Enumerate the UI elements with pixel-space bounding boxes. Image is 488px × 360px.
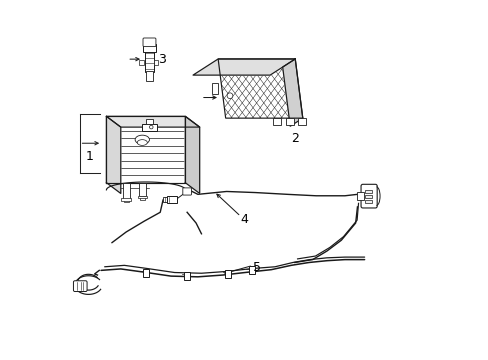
- Polygon shape: [106, 116, 199, 127]
- Text: 5: 5: [252, 261, 261, 274]
- Polygon shape: [185, 116, 199, 193]
- Text: 1: 1: [85, 150, 93, 163]
- Polygon shape: [106, 116, 185, 183]
- Bar: [139, 183, 145, 196]
- Circle shape: [226, 93, 232, 99]
- Bar: [145, 71, 153, 81]
- Bar: [285, 118, 293, 125]
- Bar: [298, 118, 306, 125]
- Bar: [248, 266, 254, 274]
- Text: 4: 4: [240, 213, 248, 226]
- Bar: [364, 190, 371, 193]
- Bar: [144, 51, 154, 72]
- Polygon shape: [106, 116, 121, 193]
- Circle shape: [149, 125, 153, 129]
- Bar: [364, 200, 371, 203]
- Polygon shape: [218, 59, 302, 118]
- Bar: [357, 192, 363, 200]
- Ellipse shape: [137, 140, 147, 145]
- Ellipse shape: [135, 135, 149, 144]
- Polygon shape: [193, 59, 295, 75]
- Bar: [184, 272, 190, 280]
- Text: 2: 2: [290, 132, 298, 145]
- Bar: [153, 60, 158, 65]
- Bar: [142, 269, 148, 277]
- Bar: [166, 196, 177, 203]
- FancyBboxPatch shape: [360, 184, 376, 208]
- Bar: [139, 60, 143, 65]
- Bar: [122, 183, 129, 199]
- FancyBboxPatch shape: [183, 188, 191, 195]
- Bar: [163, 197, 167, 202]
- Bar: [137, 196, 147, 198]
- Bar: [121, 198, 131, 201]
- Bar: [364, 195, 371, 198]
- Bar: [273, 118, 281, 125]
- Bar: [225, 270, 231, 278]
- Bar: [145, 119, 153, 123]
- Polygon shape: [282, 59, 302, 126]
- FancyBboxPatch shape: [73, 281, 87, 292]
- FancyBboxPatch shape: [142, 38, 156, 46]
- Bar: [140, 196, 144, 200]
- Bar: [211, 83, 218, 94]
- Bar: [142, 123, 157, 131]
- Bar: [142, 44, 156, 52]
- Bar: [123, 199, 128, 202]
- Text: 3: 3: [158, 53, 165, 66]
